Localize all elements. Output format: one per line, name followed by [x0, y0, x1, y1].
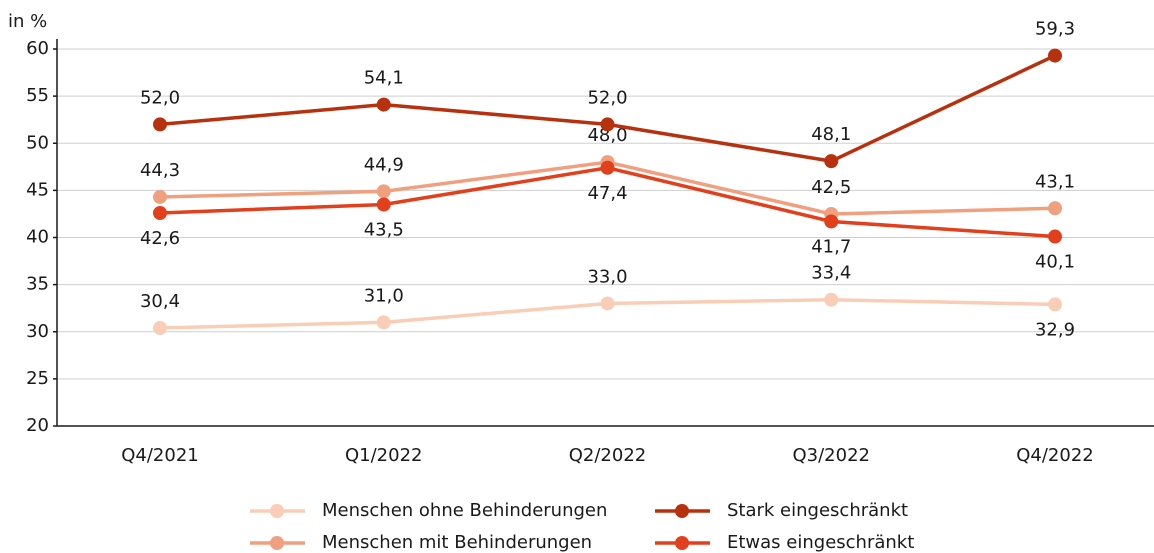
data-point — [153, 320, 167, 335]
legend-label: Etwas eingeschränkt — [727, 532, 914, 553]
data-label: 30,4 — [140, 291, 180, 312]
legend-marker — [270, 536, 284, 550]
data-point — [824, 292, 839, 307]
data-label: 42,5 — [811, 177, 851, 198]
data-point — [376, 184, 391, 199]
data-point — [1048, 201, 1062, 216]
data-label: 33,4 — [811, 263, 851, 284]
data-point — [600, 160, 615, 175]
data-label: 48,0 — [587, 125, 627, 146]
data-label: 42,6 — [140, 228, 180, 249]
y-tick-label: 45 — [26, 179, 49, 200]
x-tick-label: Q2/2022 — [569, 445, 647, 466]
data-label: 40,1 — [1035, 252, 1075, 273]
legend-marker — [675, 536, 689, 550]
y-tick-label: 30 — [26, 321, 49, 342]
y-tick-label: 40 — [26, 227, 49, 248]
data-point — [153, 117, 167, 132]
legend-marker — [675, 504, 689, 518]
data-label: 48,1 — [811, 124, 851, 145]
data-label: 47,4 — [587, 183, 627, 204]
data-point — [824, 154, 839, 169]
data-label: 31,0 — [364, 285, 404, 306]
data-point — [600, 117, 615, 132]
data-label: 43,5 — [364, 220, 404, 241]
data-point — [1048, 48, 1062, 63]
legend-label: Menschen ohne Behinderungen — [322, 500, 607, 521]
data-label: 59,3 — [1035, 19, 1075, 40]
y-tick-label: 20 — [26, 415, 49, 436]
data-label: 43,1 — [1035, 171, 1075, 192]
data-point — [824, 214, 839, 229]
data-point — [153, 205, 167, 220]
data-label: 52,0 — [140, 87, 180, 108]
y-tick-label: 35 — [26, 274, 49, 295]
legend-marker — [270, 504, 284, 518]
x-tick-label: Q4/2022 — [1016, 445, 1094, 466]
data-label: 32,9 — [1035, 319, 1075, 340]
data-point — [600, 296, 615, 311]
y-tick-label: 50 — [26, 132, 49, 153]
data-point — [376, 315, 391, 330]
y-tick-label: 60 — [26, 38, 49, 59]
data-label: 52,0 — [587, 87, 627, 108]
data-label: 44,9 — [364, 154, 404, 175]
legend-label: Stark eingeschränkt — [727, 500, 908, 521]
legend-label: Menschen mit Behinderungen — [322, 532, 592, 553]
x-tick-label: Q3/2022 — [793, 445, 871, 466]
y-axis-label: in % — [8, 11, 47, 32]
data-label: 54,1 — [364, 68, 404, 89]
y-tick-label: 55 — [26, 85, 49, 106]
data-point — [376, 97, 391, 112]
data-label: 33,0 — [587, 266, 627, 287]
data-point — [153, 189, 167, 204]
data-point — [1048, 229, 1062, 244]
data-point — [376, 197, 391, 212]
x-tick-label: Q4/2021 — [121, 445, 199, 466]
data-point — [1048, 297, 1062, 312]
x-tick-label: Q1/2022 — [345, 445, 423, 466]
y-tick-label: 25 — [26, 368, 49, 389]
data-label: 41,7 — [811, 236, 851, 257]
data-label: 44,3 — [140, 160, 180, 181]
